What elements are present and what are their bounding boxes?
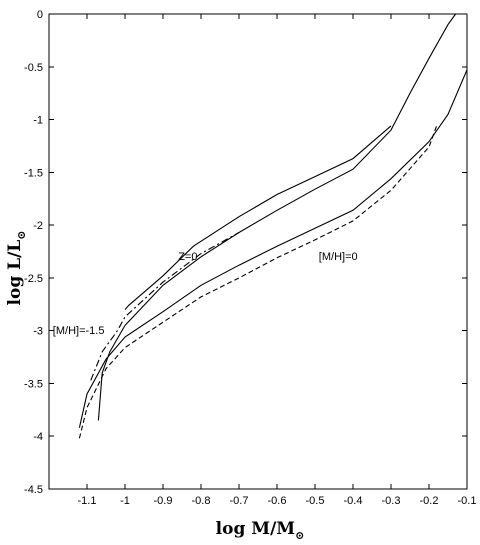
series-group xyxy=(78,13,468,439)
x-tick-label: -0.1 xyxy=(458,495,477,507)
annotation-label-3: [M/H]=-1.5 xyxy=(53,325,105,337)
x-axis-title-text: log M/M xyxy=(216,519,296,539)
series-line-4 xyxy=(78,125,438,439)
series-line-2 xyxy=(97,13,457,421)
y-tick-label: -2 xyxy=(33,220,43,232)
plot-frame xyxy=(48,13,468,490)
y-axis-title-text: log L/L xyxy=(5,240,25,306)
y-tick-label: -3 xyxy=(33,326,43,338)
y-tick-label: -3.5 xyxy=(24,378,43,390)
x-tick-label: -1.1 xyxy=(78,495,97,507)
ticks: -1.1 -1 -0.9 -0.8 -0.7 -0.6 -0.5 -0.4 -0.3 -0.2 -0… xyxy=(24,9,476,507)
y-tick-label: -1.5 xyxy=(24,167,43,179)
annotations: Z=0 [M/H]=0 [M/H]=-1.5 xyxy=(53,251,358,337)
x-axis-title-symbol: ⊙ xyxy=(295,529,304,542)
x-tick-label: -0.9 xyxy=(154,495,173,507)
series-line-1 xyxy=(124,125,392,310)
series-line-5 xyxy=(90,232,240,381)
y-tick-label: -4.5 xyxy=(24,484,43,496)
x-tick-label: -0.8 xyxy=(192,495,211,507)
annotation-label-1: Z=0 xyxy=(178,251,197,263)
y-tick-label: -2.5 xyxy=(24,273,43,285)
y-tick-label: -1 xyxy=(33,115,43,127)
y-axis-title: log L/L⊙ xyxy=(5,231,28,306)
x-tick-label: -0.3 xyxy=(382,495,401,507)
axes xyxy=(48,13,468,490)
x-tick-label: -0.2 xyxy=(420,495,439,507)
series-line-3 xyxy=(78,69,468,428)
y-tick-label: 0 xyxy=(37,9,43,21)
y-tick-label: -4 xyxy=(33,431,43,443)
x-tick-label: -0.6 xyxy=(268,495,287,507)
annotation-label-2: [M/H]=0 xyxy=(319,251,358,263)
x-tick-label: -1 xyxy=(120,495,130,507)
y-tick-label: -0.5 xyxy=(24,62,43,74)
x-tick-label: -0.5 xyxy=(306,495,325,507)
x-axis-title: log M/M⊙ xyxy=(216,519,305,542)
x-tick-label: -0.4 xyxy=(344,495,363,507)
y-axis-title-symbol: ⊙ xyxy=(15,231,28,240)
x-tick-label: -0.7 xyxy=(230,495,249,507)
